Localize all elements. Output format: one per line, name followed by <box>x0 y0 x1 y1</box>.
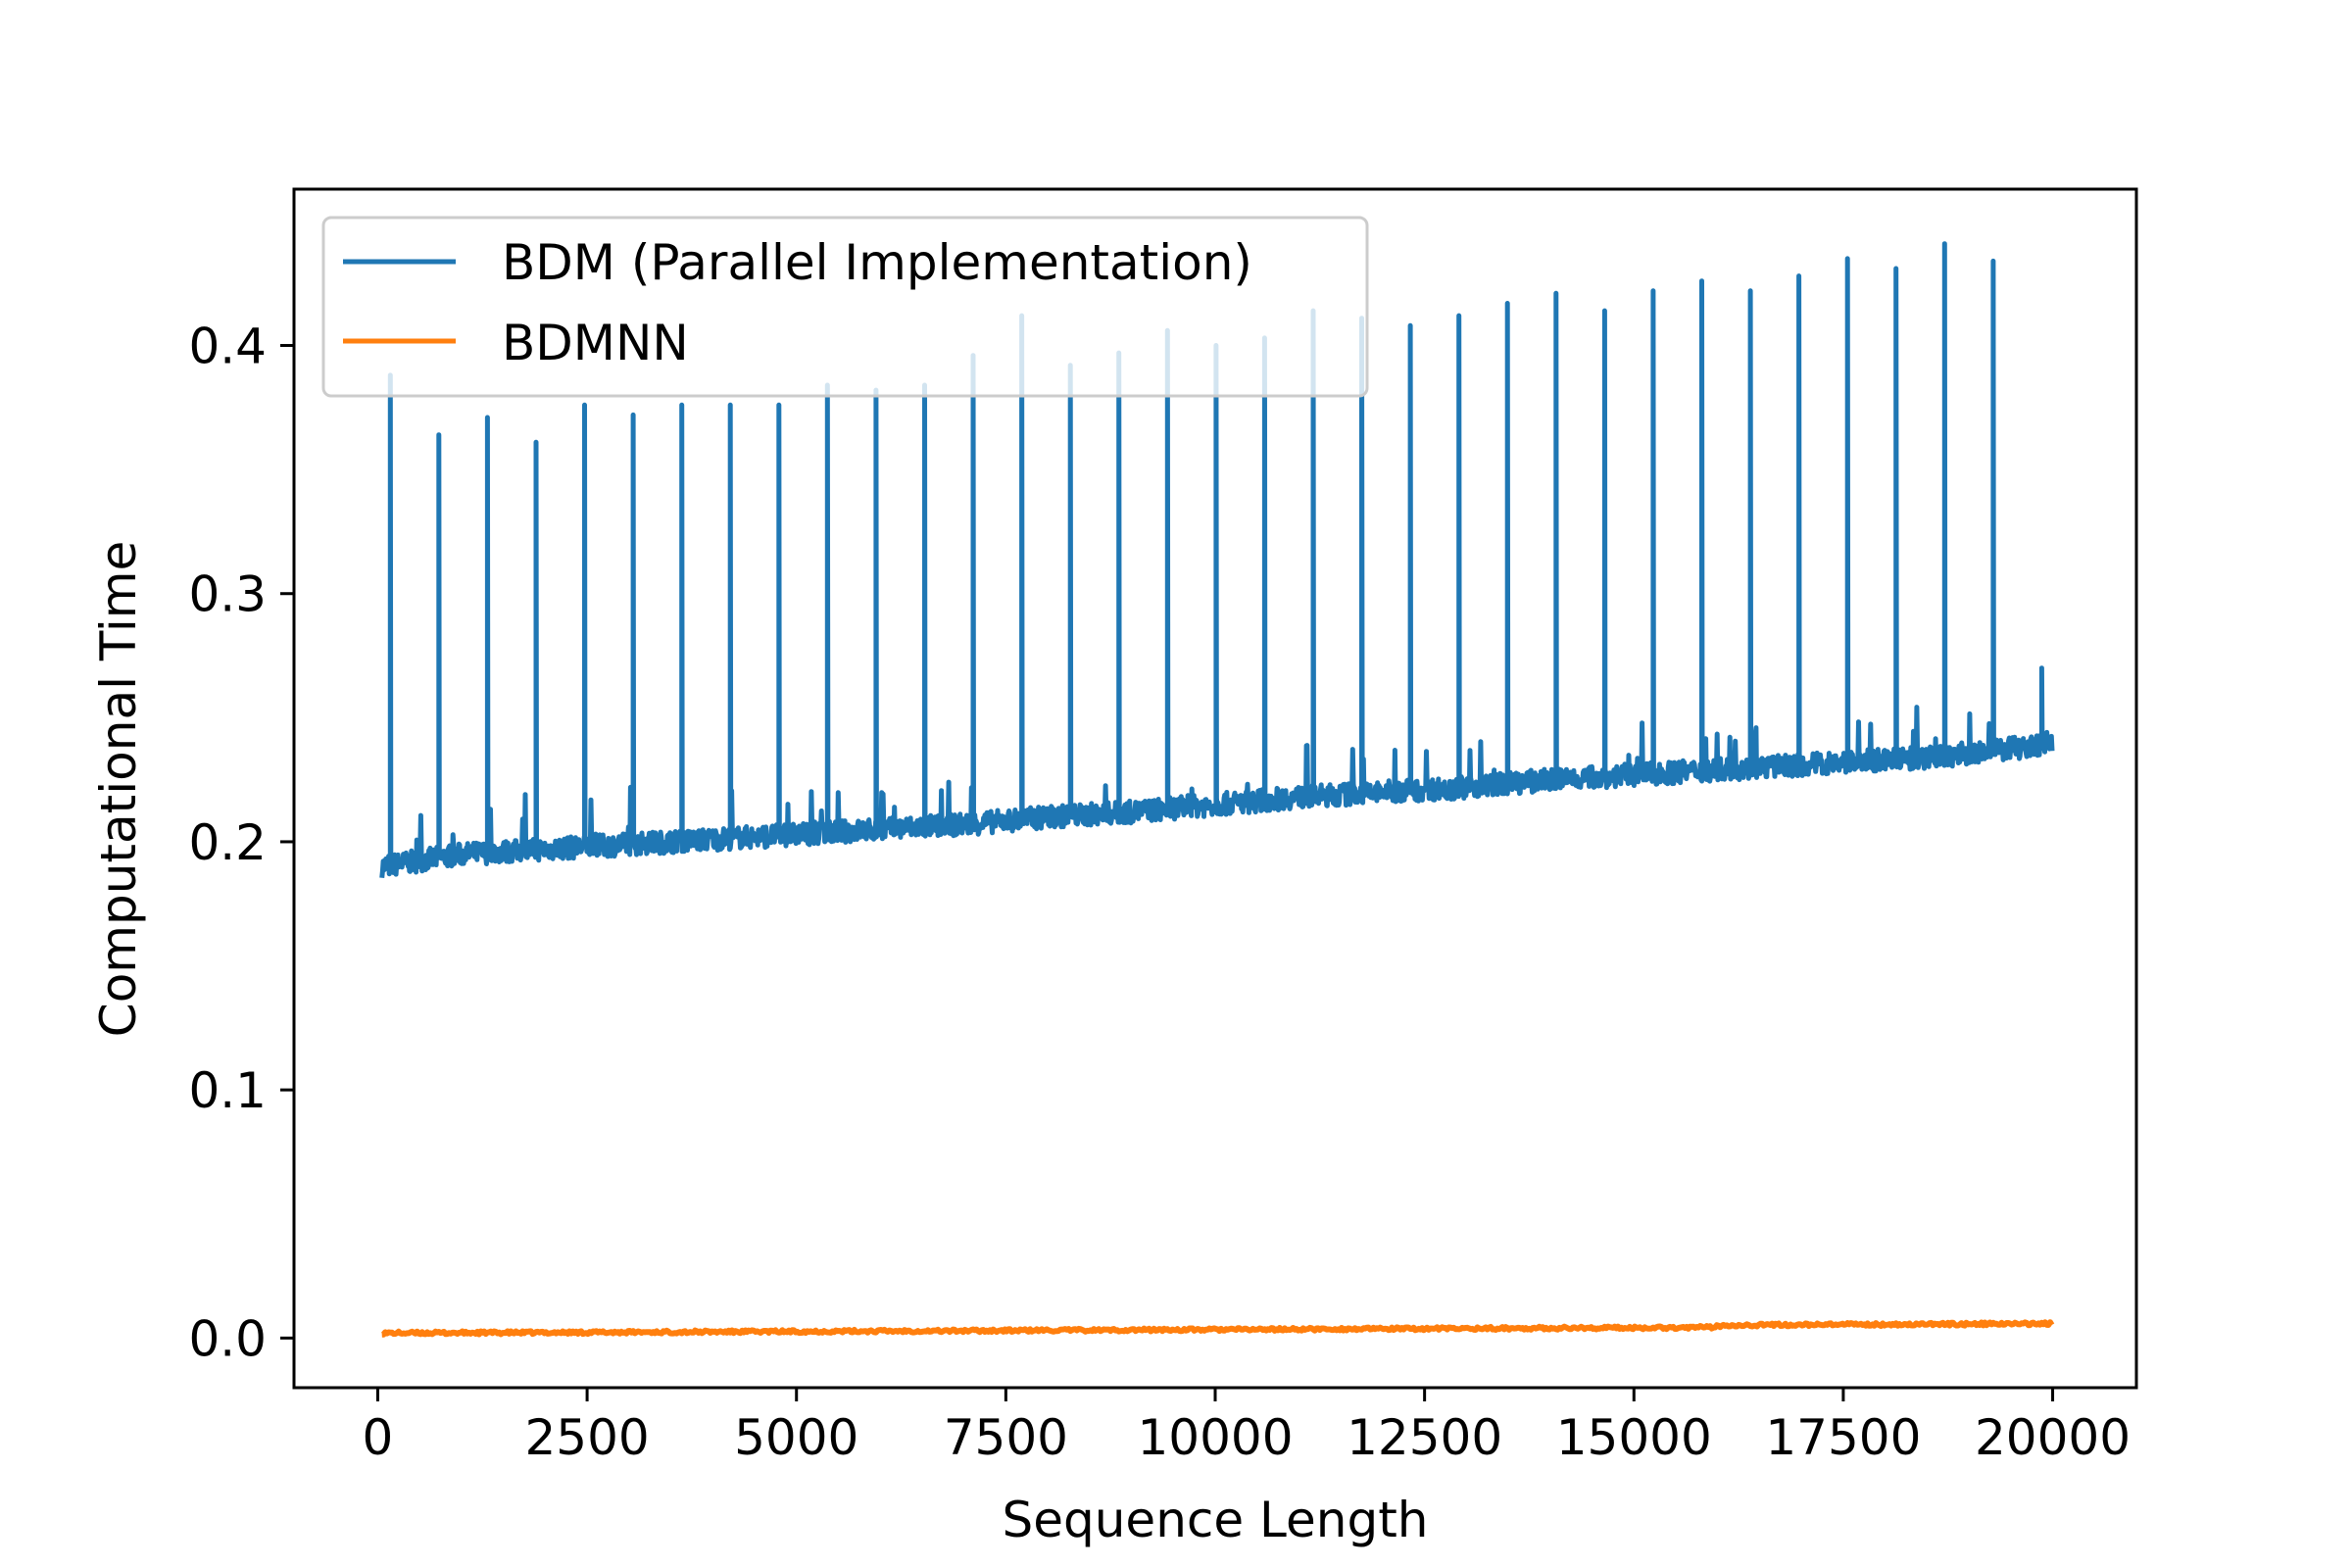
x-tick-label: 2500 <box>524 1409 649 1466</box>
legend-label-bdm: BDM (Parallel Implementation) <box>502 234 1252 291</box>
legend: BDM (Parallel Implementation) BDMNN <box>321 216 1369 398</box>
x-tick-label: 12500 <box>1347 1409 1502 1466</box>
series-line-bdm <box>379 241 2055 878</box>
x-tick-label: 0 <box>363 1409 394 1466</box>
x-tick-label: 7500 <box>944 1409 1068 1466</box>
series-layer <box>379 241 2055 1338</box>
y-tick-label: 0.4 <box>188 318 267 375</box>
y-axis: 0.0 0.1 0.2 0.3 0.4 <box>188 318 294 1367</box>
y-tick-label: 0.1 <box>188 1062 267 1119</box>
x-axis-label: Sequence Length <box>1003 1492 1429 1548</box>
legend-box <box>321 216 1369 398</box>
x-tick-label: 5000 <box>734 1409 858 1466</box>
series-line-bdmnn <box>380 1319 2055 1338</box>
y-tick-label: 0.2 <box>188 814 267 871</box>
y-axis-label: Computational Time <box>90 541 147 1037</box>
x-tick-label: 17500 <box>1765 1409 1921 1466</box>
x-tick-label: 10000 <box>1137 1409 1293 1466</box>
y-tick-label: 0.3 <box>188 566 267 623</box>
x-tick-label: 20000 <box>1975 1409 2131 1466</box>
y-tick-label: 0.0 <box>188 1310 267 1367</box>
legend-label-bdmnn: BDMNN <box>502 315 689 371</box>
x-axis: 0 2500 5000 7500 10000 12500 15000 17500 20000 <box>363 1388 2131 1466</box>
x-tick-label: 15000 <box>1556 1409 1712 1466</box>
